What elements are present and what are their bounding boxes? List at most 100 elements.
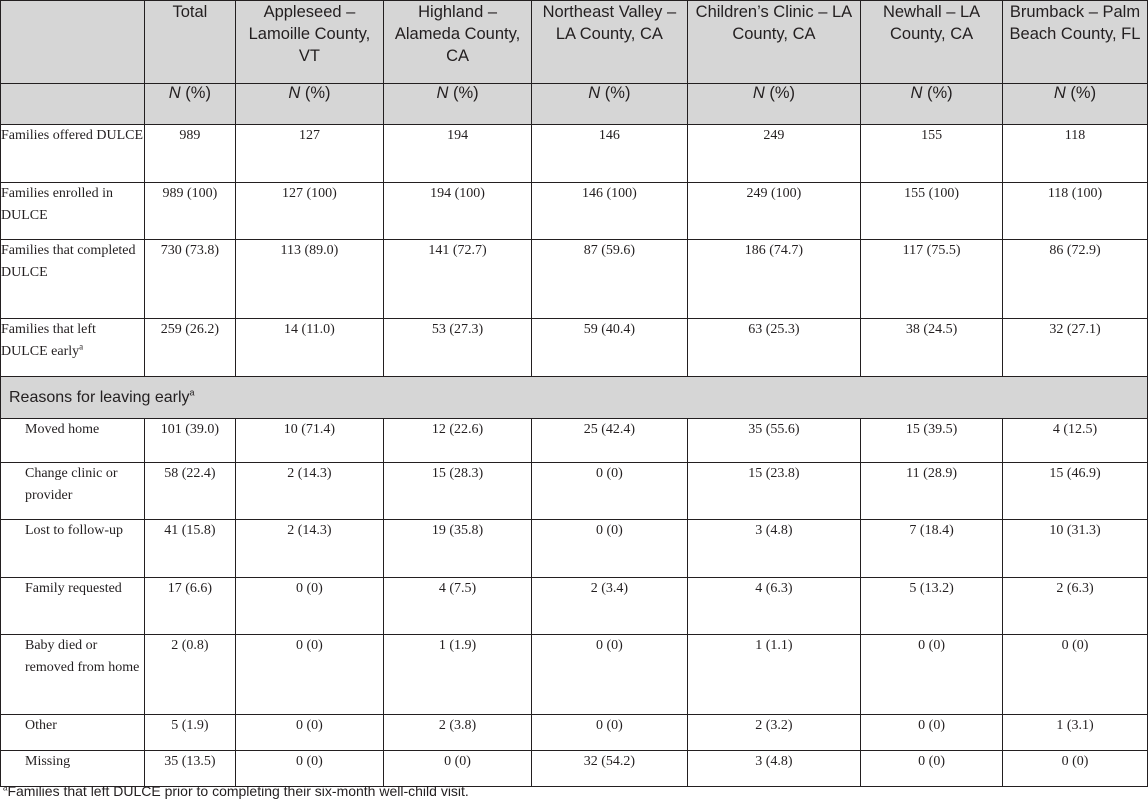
table-cell: 19 (35.8) — [382, 519, 533, 578]
table-cell: 155 — [860, 124, 1003, 183]
table-cell: 58 (22.4) — [143, 462, 236, 520]
table-row-families-offered: Families offered DULCE 989 127 194 146 2… — [0, 124, 1148, 183]
table-cell: 2 (3.8) — [382, 714, 533, 751]
table-cell: 259 (26.2) — [143, 318, 236, 377]
header-blank-cell — [0, 0, 145, 84]
subheader-cell: N (%) — [686, 83, 862, 125]
table-cell: 1 (3.1) — [1001, 714, 1148, 751]
table-cell: 186 (74.7) — [686, 239, 862, 319]
header-total: Total — [143, 0, 236, 84]
subheader-cell: N (%) — [860, 83, 1003, 125]
table-row-lost-to-follow-up: Lost to follow-up 41 (15.8) 2 (14.3) 19 … — [0, 519, 1148, 578]
table-cell: 15 (39.5) — [860, 418, 1003, 463]
subheader-cell: N (%) — [1001, 83, 1148, 125]
table-cell: 0 (0) — [382, 750, 533, 787]
subheader-cell: N (%) — [382, 83, 533, 125]
table-cell: 194 — [382, 124, 533, 183]
table-cell: 0 (0) — [1001, 750, 1148, 787]
table-cell: 0 (0) — [860, 634, 1003, 715]
header-northeast-valley: Northeast Valley – LA County, CA — [531, 0, 688, 84]
table-cell: 87 (59.6) — [531, 239, 688, 319]
table-cell: 3 (4.8) — [686, 750, 862, 787]
table-cell: 117 (75.5) — [860, 239, 1003, 319]
table-cell: 0 (0) — [531, 462, 688, 520]
table-cell: 32 (27.1) — [1001, 318, 1148, 377]
table-cell: 1 (1.1) — [686, 634, 862, 715]
table-cell: 2 (0.8) — [143, 634, 236, 715]
table-cell: 25 (42.4) — [531, 418, 688, 463]
table-cell: 101 (39.0) — [143, 418, 236, 463]
table-cell: 3 (4.8) — [686, 519, 862, 578]
header-highland: Highland – Alameda County, CA — [382, 0, 533, 84]
table-cell: 0 (0) — [234, 714, 385, 751]
row-label: Lost to follow-up — [0, 519, 145, 578]
row-label: Baby died or removed from home — [0, 634, 145, 715]
table-cell: 989 (100) — [143, 182, 236, 240]
table-row-families-completed: Families that completed DULCE 730 (73.8)… — [0, 239, 1148, 319]
table-cell: 0 (0) — [860, 714, 1003, 751]
table-cell: 53 (27.3) — [382, 318, 533, 377]
row-label: Families enrolled in DULCE — [0, 182, 145, 240]
table-row-other: Other 5 (1.9) 0 (0) 2 (3.8) 0 (0) 2 (3.2… — [0, 714, 1148, 751]
table-cell: 38 (24.5) — [860, 318, 1003, 377]
footnote-marker: a — [79, 340, 84, 351]
footnote-marker: a — [3, 783, 8, 793]
table-row-families-enrolled: Families enrolled in DULCE 989 (100) 127… — [0, 182, 1148, 240]
row-label: Family requested — [0, 577, 145, 635]
table-cell: 155 (100) — [860, 182, 1003, 240]
row-label: Moved home — [0, 418, 145, 463]
table-cell: 113 (89.0) — [234, 239, 385, 319]
table-cell: 0 (0) — [531, 714, 688, 751]
table-cell: 10 (71.4) — [234, 418, 385, 463]
table-cell: 0 (0) — [234, 577, 385, 635]
table-cell: 249 (100) — [686, 182, 862, 240]
table-row-missing: Missing 35 (13.5) 0 (0) 0 (0) 32 (54.2) … — [0, 750, 1148, 787]
row-label: Other — [0, 714, 145, 751]
table-cell: 2 (3.2) — [686, 714, 862, 751]
table-cell: 0 (0) — [531, 634, 688, 715]
table-cell: 15 (46.9) — [1001, 462, 1148, 520]
table-cell: 1 (1.9) — [382, 634, 533, 715]
table-cell: 194 (100) — [382, 182, 533, 240]
table-cell: 17 (6.6) — [143, 577, 236, 635]
table-cell: 14 (11.0) — [234, 318, 385, 377]
table-cell: 127 — [234, 124, 385, 183]
subheader-blank-cell — [0, 83, 145, 125]
header-row: Total Appleseed – Lamoille County, VT Hi… — [0, 0, 1148, 84]
table-cell: 35 (13.5) — [143, 750, 236, 787]
table-cell: 15 (28.3) — [382, 462, 533, 520]
table-footnote: aFamilies that left DULCE prior to compl… — [3, 783, 469, 799]
table-cell: 989 — [143, 124, 236, 183]
table-row-baby-died: Baby died or removed from home 2 (0.8) 0… — [0, 634, 1148, 715]
table-cell: 127 (100) — [234, 182, 385, 240]
header-childrens-clinic: Children’s Clinic – LA County, CA — [686, 0, 862, 84]
table-cell: 4 (6.3) — [686, 577, 862, 635]
table-cell: 146 (100) — [531, 182, 688, 240]
row-label: Families that completed DULCE — [0, 239, 145, 319]
table-cell: 86 (72.9) — [1001, 239, 1148, 319]
footnote-marker: a — [189, 387, 195, 398]
table-cell: 41 (15.8) — [143, 519, 236, 578]
section-row-reasons: Reasons for leaving earlya — [0, 376, 1148, 419]
table-cell: 11 (28.9) — [860, 462, 1003, 520]
table-cell: 35 (55.6) — [686, 418, 862, 463]
table-row-moved-home: Moved home 101 (39.0) 10 (71.4) 12 (22.6… — [0, 418, 1148, 463]
table-cell: 2 (3.4) — [531, 577, 688, 635]
table-cell: 4 (12.5) — [1001, 418, 1148, 463]
table-row-change-clinic: Change clinic or provider 58 (22.4) 2 (1… — [0, 462, 1148, 520]
subheader-cell: N (%) — [531, 83, 688, 125]
table-cell: 63 (25.3) — [686, 318, 862, 377]
table-cell: 0 (0) — [860, 750, 1003, 787]
table-row-families-left-early: Families that left DULCE earlya 259 (26.… — [0, 318, 1148, 377]
table-cell: 4 (7.5) — [382, 577, 533, 635]
table-cell: 118 — [1001, 124, 1148, 183]
subheader-cell: N (%) — [143, 83, 236, 125]
subheader-row: N (%) N (%) N (%) N (%) N (%) N (%) N (%… — [0, 83, 1148, 125]
section-title: Reasons for leaving earlya — [0, 376, 1148, 419]
row-label: Families offered DULCE — [0, 124, 145, 183]
row-label: Change clinic or provider — [0, 462, 145, 520]
table-cell: 59 (40.4) — [531, 318, 688, 377]
header-newhall: Newhall – LA County, CA — [860, 0, 1003, 84]
table-cell: 0 (0) — [1001, 634, 1148, 715]
